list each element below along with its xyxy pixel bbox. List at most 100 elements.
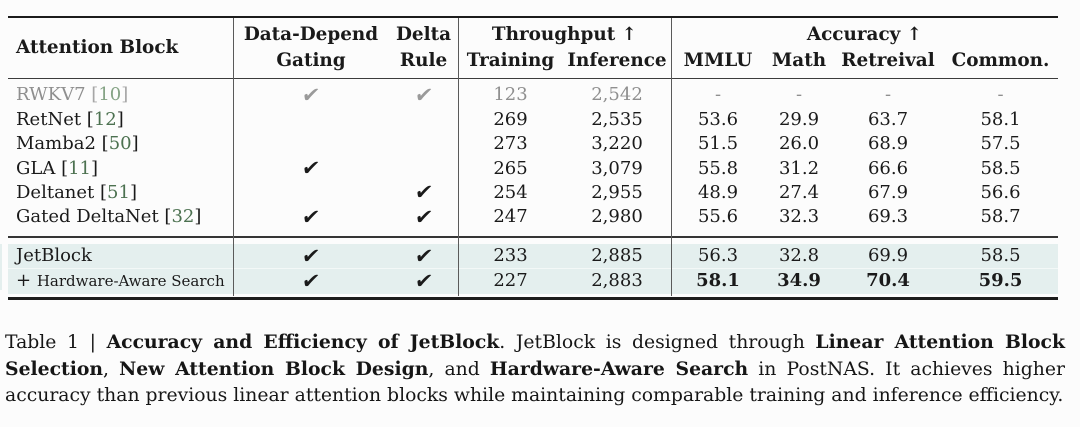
table-row: RWKV7 [10] ✔ ✔ 123 2,542 - - - - (8, 83, 1058, 107)
caption-bold-segment: New Attention Block Design (119, 357, 429, 380)
table-row: + Hardware-Aware Search ✔ ✔ 227 2,883 58.1 34.… (8, 269, 1058, 294)
data-depend-gating-cell: ✔ (233, 268, 389, 293)
citation-bracket: ] (121, 84, 129, 106)
citation-number[interactable]: 12 (93, 108, 117, 130)
caption-text-segment: accuracy than previous linear attention … (5, 385, 1064, 407)
table-header: Attention Block Data-Depend Gating Delta… (8, 18, 1058, 78)
mmlu-accuracy-cell: 58.1 (696, 270, 740, 292)
citation-bracket: ] (116, 108, 124, 130)
checkmark-icon: ✔ (300, 268, 322, 293)
citation-bracket: [ (85, 84, 99, 106)
retreival-accuracy-cell: - (884, 84, 892, 106)
checkmark-icon: ✔ (413, 243, 435, 268)
retreival-accuracy-cell: 67.9 (867, 181, 909, 203)
model-name-cell: RetNet [12] (8, 108, 233, 130)
column-header-math: Math (771, 49, 827, 71)
vertical-rule-3 (671, 18, 672, 296)
retreival-accuracy-cell: 69.9 (867, 245, 909, 267)
model-name-cell: Deltanet [51] (8, 181, 233, 203)
citation-number[interactable]: 32 (171, 206, 195, 228)
data-depend-gating-cell: ✔ (233, 243, 389, 268)
mmlu-accuracy-cell: 55.6 (697, 206, 739, 228)
model-name: JetBlock (16, 245, 92, 267)
column-header-inference: Inference (567, 49, 667, 71)
page-edge-highlight-sliver (0, 244, 2, 290)
model-name-cell: Gated DeltaNet [32] (8, 208, 233, 226)
citation-bracket: ] (131, 133, 139, 155)
retreival-accuracy-cell: 68.9 (867, 133, 909, 155)
training-throughput-cell: 269 (493, 108, 528, 130)
caption-text-segment: , (103, 358, 120, 380)
checkmark-icon: ✔ (300, 82, 322, 107)
throughput-group-label: Throughput ↑ (491, 24, 638, 46)
inference-throughput-cell: 2,980 (591, 206, 643, 228)
common-accuracy-cell: 58.5 (980, 157, 1021, 179)
table-row: JetBlock ✔ ✔ 233 2,885 56.3 32.8 69.9 58.5 (8, 244, 1058, 269)
training-throughput-cell: 227 (493, 270, 528, 292)
caption-text-segment: . JetBlock is designed through (499, 331, 816, 353)
mmlu-accuracy-cell: 51.5 (697, 133, 739, 155)
column-group-accuracy: Accuracy ↑ MMLU Math Retreival Common. (671, 18, 1058, 78)
model-name: RWKV7 (16, 84, 86, 106)
vertical-rule-2 (458, 18, 459, 296)
model-name: RetNet (16, 108, 82, 130)
citation-bracket: [ (95, 133, 109, 155)
model-name: Deltanet (16, 181, 95, 203)
math-accuracy-cell: 27.4 (778, 181, 820, 203)
table-bottom-rule (8, 296, 1058, 300)
common-accuracy-cell: 58.1 (980, 108, 1021, 130)
table-top-rule (8, 16, 1058, 18)
column-header-common: Common. (951, 49, 1050, 71)
training-throughput-cell: 247 (493, 206, 528, 228)
column-header-retreival: Retreival (841, 49, 935, 71)
math-accuracy-cell: 26.0 (778, 133, 820, 155)
common-accuracy-cell: - (997, 84, 1004, 106)
model-name: Hardware-Aware Search (36, 272, 225, 291)
column-group-throughput: Throughput ↑ Training Inference (458, 18, 671, 78)
training-throughput-cell: 273 (493, 133, 528, 155)
citation-number[interactable]: 51 (107, 181, 130, 203)
mmlu-accuracy-cell: 56.3 (697, 245, 739, 267)
model-name-cell: Mamba2 [50] (8, 135, 233, 153)
column-header-data-depend-gating: Data-Depend Gating (243, 24, 379, 71)
math-accuracy-cell: 34.9 (777, 270, 821, 292)
delta-rule-cell: ✔ (389, 243, 458, 268)
vertical-rule-1 (233, 18, 234, 296)
mmlu-accuracy-cell: - (714, 84, 722, 106)
accuracy-group-label: Accuracy ↑ (806, 24, 923, 46)
model-name-cell: + Hardware-Aware Search (8, 272, 233, 290)
checkmark-icon: ✔ (300, 156, 322, 180)
model-name: Gated DeltaNet (16, 206, 159, 228)
caption-line: Table 1 | Accuracy and Efficiency of Jet… (5, 329, 1065, 356)
mmlu-accuracy-cell: 48.9 (697, 181, 739, 203)
checkmark-icon: ✔ (300, 204, 322, 229)
checkmark-icon: ✔ (300, 243, 322, 268)
checkmark-icon: ✔ (413, 180, 435, 205)
citation-bracket: ] (194, 206, 202, 228)
model-name: GLA (16, 157, 56, 179)
data-depend-gating-cell: ✔ (233, 156, 389, 180)
inference-throughput-cell: 2,885 (591, 245, 643, 267)
mmlu-accuracy-cell: 53.6 (697, 108, 739, 130)
inference-throughput-cell: 3,079 (591, 157, 643, 179)
column-header-delta-rule: Delta Rule (395, 24, 452, 71)
math-accuracy-cell: 29.9 (778, 108, 820, 130)
table-row: Mamba2 [50] 273 3,220 51.5 26.0 68.9 57.5 (8, 132, 1058, 156)
citation-number[interactable]: 50 (108, 133, 132, 155)
caption-bold-segment: Accuracy and Efficiency of JetBlock (106, 330, 500, 353)
delta-rule-cell: ✔ (389, 180, 458, 205)
retreival-accuracy-cell: 70.4 (866, 270, 910, 292)
table-caption: Table 1 | Accuracy and Efficiency of Jet… (5, 329, 1065, 410)
common-accuracy-cell: 58.5 (980, 245, 1021, 267)
citation-number[interactable]: 11 (68, 157, 91, 179)
column-header-training: Training (466, 49, 555, 71)
caption-text-segment: , and (428, 358, 490, 380)
citation-number[interactable]: 10 (98, 84, 122, 106)
training-throughput-cell: 265 (493, 157, 528, 179)
table-body-baselines: RWKV7 [10] ✔ ✔ 123 2,542- - - - RetNet [12] 269 2,… (8, 83, 1058, 229)
delta-rule-cell: ✔ (389, 205, 458, 229)
checkmark-icon: ✔ (413, 268, 435, 293)
data-depend-gating-cell: ✔ (233, 82, 389, 107)
column-header-attention-block: Attention Block (16, 37, 179, 59)
